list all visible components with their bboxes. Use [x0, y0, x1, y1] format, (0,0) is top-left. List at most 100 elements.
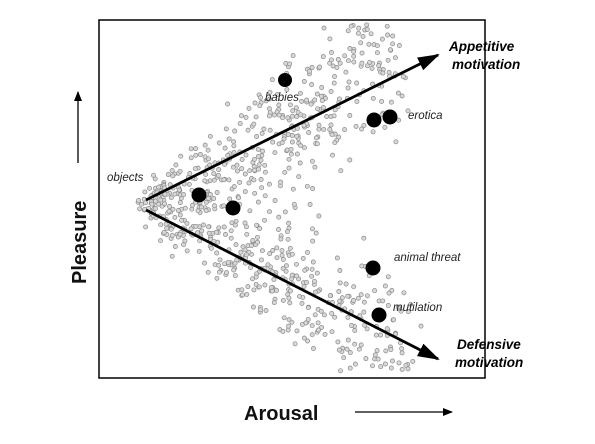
- scatter-dot: [285, 236, 291, 242]
- scatter-dot: [363, 356, 369, 362]
- scatter-dot: [301, 79, 307, 84]
- scatter-dot: [189, 206, 195, 212]
- scatter-dot: [304, 97, 310, 103]
- scatter-dot: [354, 99, 360, 104]
- scatter-dot: [319, 85, 325, 90]
- scatter-dot: [232, 128, 238, 134]
- scatter-dot: [257, 226, 263, 231]
- scatter-dot: [143, 200, 148, 206]
- scatter-dot: [332, 140, 338, 146]
- scatter-dot: [253, 274, 259, 280]
- scatter-dot: [347, 113, 353, 118]
- scatter-dot: [177, 231, 183, 237]
- scatter-dot: [250, 304, 256, 310]
- scatter-dot: [259, 130, 265, 136]
- scatter-dot: [202, 178, 208, 184]
- scatter-dot: [395, 304, 401, 310]
- scatter-dot: [207, 133, 213, 139]
- scatter-dot: [364, 27, 370, 32]
- scatter-dot: [312, 289, 318, 295]
- scatter-dot: [344, 346, 350, 352]
- scatter-dot: [291, 201, 297, 207]
- scatter-dot: [298, 90, 303, 96]
- scatter-dot: [401, 290, 407, 296]
- scatter-dot: [215, 172, 221, 178]
- scatter-dot: [192, 166, 198, 172]
- scatter-dot: [309, 323, 315, 329]
- scatter-dot: [354, 80, 360, 86]
- scatter-dot: [158, 222, 164, 228]
- scatter-dot: [343, 281, 349, 287]
- scatter-dot: [341, 355, 347, 361]
- scatter-dot: [279, 140, 285, 146]
- scatter-dot: [294, 328, 300, 334]
- scatter-dot: [329, 329, 335, 335]
- scatter-dot: [282, 209, 288, 215]
- scatter-dot: [316, 126, 322, 132]
- scatter-dot: [319, 324, 325, 330]
- scatter-dot: [393, 139, 399, 145]
- scatter-dot: [238, 113, 244, 119]
- scatter-dot: [195, 208, 201, 214]
- scatter-dot: [328, 122, 334, 128]
- scatter-dot: [271, 300, 277, 306]
- scatter-dot: [177, 168, 183, 174]
- scatter-dot: [290, 186, 296, 192]
- scatter-dot: [305, 249, 310, 255]
- scatter-dot: [334, 65, 340, 70]
- scatter-dot: [316, 327, 321, 333]
- scatter-dot: [283, 263, 289, 269]
- scatter-dot: [281, 136, 287, 142]
- scatter-dot: [224, 270, 229, 276]
- scatter-dot: [370, 129, 376, 135]
- scatter-dot: [289, 251, 295, 257]
- scatter-dot: [214, 190, 220, 195]
- scatter-dot: [184, 248, 190, 254]
- scatter-dot: [203, 208, 209, 214]
- scatter-dot: [324, 114, 330, 119]
- scatter-dot: [205, 147, 211, 153]
- scatter-dot: [270, 139, 276, 145]
- scatter-dot: [296, 174, 302, 180]
- scatter-dot: [314, 91, 320, 97]
- scatter-dot: [352, 341, 358, 347]
- scatter-dot: [266, 106, 272, 112]
- scatter-dot: [327, 127, 333, 132]
- scatter-dot: [206, 195, 212, 201]
- scatter-dot: [294, 151, 300, 157]
- scatter-dot: [231, 150, 237, 156]
- scatter-dot: [388, 99, 394, 105]
- scatter-dot: [396, 360, 402, 366]
- objects-point-2: [225, 200, 241, 216]
- scatter-dot: [169, 168, 175, 174]
- scatter-dot: [302, 267, 308, 273]
- scatter-dot: [153, 206, 158, 211]
- scatter-dot: [352, 361, 358, 367]
- scatter-dot: [238, 249, 244, 255]
- scatter-dot: [253, 114, 259, 120]
- scatter-dot: [172, 191, 178, 197]
- scatter-dot: [259, 257, 264, 263]
- scatter-dot: [331, 113, 337, 119]
- scatter-dot: [267, 251, 273, 257]
- scatter-dot: [290, 108, 296, 114]
- scatter-dot: [289, 133, 295, 138]
- scatter-dot: [314, 270, 320, 276]
- scatter-dot: [355, 295, 361, 301]
- scatter-dot: [168, 226, 174, 232]
- scatter-dot: [243, 114, 249, 120]
- scatter-dot: [335, 339, 341, 345]
- scatter-dot: [403, 362, 409, 368]
- scatter-dot: [364, 22, 370, 28]
- scatter-dot: [364, 293, 370, 299]
- scatter-dot: [244, 291, 250, 297]
- scatter-dot: [257, 103, 263, 109]
- scatter-dot: [280, 265, 286, 271]
- scatter-dot: [254, 134, 260, 139]
- scatter-dot: [181, 192, 187, 198]
- scatter-dot: [158, 197, 164, 203]
- scatter-dot: [266, 113, 272, 119]
- erotica-point-2: [382, 109, 398, 125]
- scatter-dot: [143, 224, 149, 230]
- scatter-dot: [328, 89, 334, 94]
